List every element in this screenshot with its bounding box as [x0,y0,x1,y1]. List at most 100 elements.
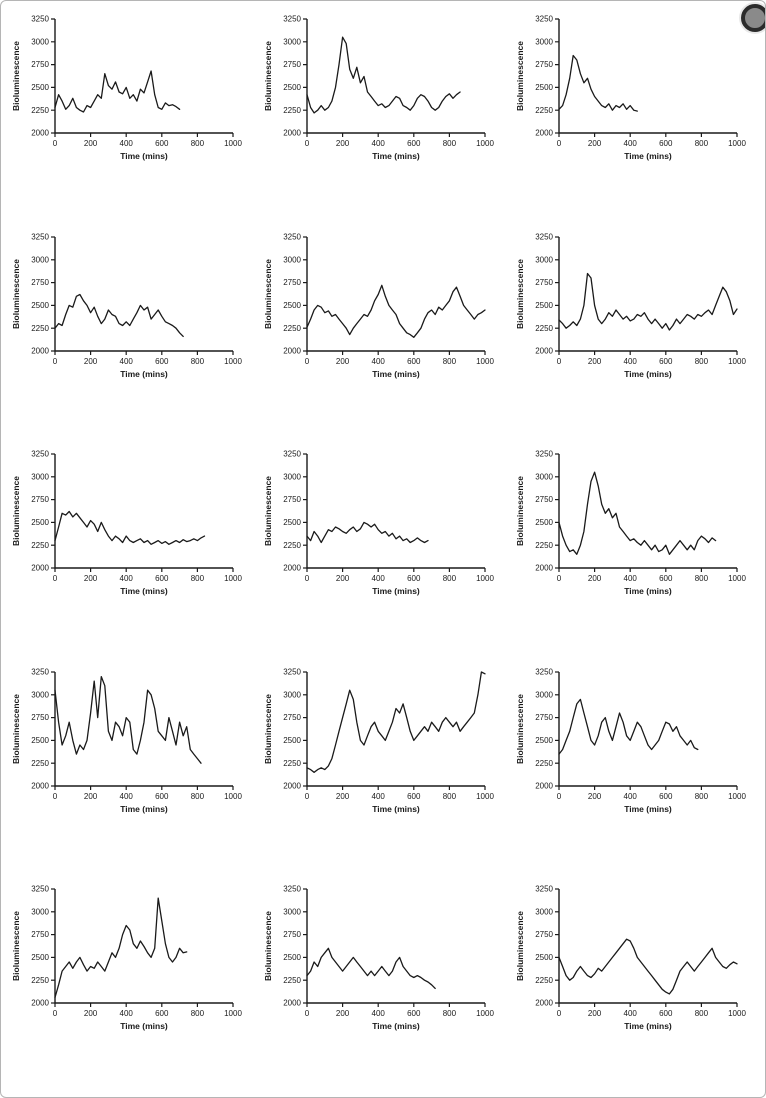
y-tick-label: 2250 [31,106,49,115]
x-tick-label: 200 [336,792,350,801]
y-tick-label: 3250 [31,667,49,676]
y-tick-label: 3000 [535,473,553,482]
axes [306,671,485,787]
x-tick-label: 400 [624,792,638,801]
x-tick-label: 200 [588,792,602,801]
x-tick-label: 1000 [728,357,746,366]
x-tick-label: 600 [155,139,169,148]
line-chart: 2000 2250 2500 2750 3000 3250 0 200 400 600 800 100… [11,15,242,161]
y-tick-label: 3000 [31,908,49,917]
y-tick-label: 2500 [31,301,49,310]
y-tick-label: 2250 [535,759,553,768]
y-tick-label: 2500 [283,953,301,962]
charts-grid: 2000 2250 2500 2750 3000 3250 0 200 400 600 800 100… [5,5,761,1093]
x-tick-label: 400 [372,139,386,148]
line-chart: 2000 2250 2500 2750 3000 3250 0 200 400 600 800 100… [515,232,746,378]
x-axis-title: Time (mins) [372,804,420,814]
data-series [54,511,206,546]
y-tick-label: 3250 [283,15,301,24]
y-tick-label: 2500 [535,736,553,745]
y-tick-label: 2250 [283,759,301,768]
y-tick-label: 2750 [283,278,301,287]
line-chart: 2000 2250 2500 2750 3000 3250 0 200 400 600 800 100… [11,232,242,378]
zoom-cursor-icon [741,4,765,32]
y-tick-label: 2500 [535,83,553,92]
x-tick-label: 800 [191,792,205,801]
y-tick-label: 3000 [31,255,49,264]
x-tick-label: 600 [407,139,421,148]
axes [558,454,737,569]
y-tick-label: 3250 [535,15,553,24]
y-tick-label: 2250 [535,106,553,115]
line-chart: 2000 2250 2500 2750 3000 3250 0 200 400 600 800 100… [263,667,494,814]
x-axis-title: Time (mins) [120,151,168,161]
x-tick-label: 600 [659,357,673,366]
y-tick-label: 2750 [31,713,49,722]
chart-panel: 2000 2250 2500 2750 3000 3250 0 200 400 600 800 100… [257,875,509,1093]
y-tick-label: 2000 [535,781,553,790]
y-tick-label: 2000 [535,999,553,1008]
y-tick-label: 2500 [31,736,49,745]
data-series [558,272,738,331]
y-tick-label: 3000 [31,473,49,482]
axes [54,671,233,787]
x-axis-title: Time (mins) [120,1021,168,1031]
y-tick-label: 3250 [283,885,301,894]
x-tick-label: 600 [155,357,169,366]
y-tick-label: 2000 [283,999,301,1008]
y-tick-label: 2750 [283,495,301,504]
line-chart: 2000 2250 2500 2750 3000 3250 0 200 400 600 800 100… [263,885,494,1031]
x-axis-title: Time (mins) [372,586,420,596]
x-tick-label: 200 [588,139,602,148]
y-tick-label: 3000 [31,690,49,699]
y-tick-label: 2000 [31,999,49,1008]
x-tick-label: 400 [120,574,134,583]
x-tick-label: 0 [305,357,310,366]
x-tick-label: 600 [659,792,673,801]
x-tick-label: 1000 [476,139,494,148]
x-tick-label: 0 [53,139,58,148]
x-tick-label: 1000 [224,574,242,583]
y-tick-label: 3000 [283,908,301,917]
y-tick-label: 2000 [31,781,49,790]
x-tick-label: 800 [695,357,709,366]
x-tick-label: 200 [84,792,98,801]
line-chart: 2000 2250 2500 2750 3000 3250 0 200 400 600 800 100… [515,450,746,596]
x-axis-title: Time (mins) [120,804,168,814]
chart-panel: 2000 2250 2500 2750 3000 3250 0 200 400 600 800 100… [257,440,509,658]
y-tick-label: 2750 [535,60,553,69]
x-axis-title: Time (mins) [624,804,672,814]
x-axis-title: Time (mins) [624,586,672,596]
y-tick-label: 2000 [283,129,301,138]
y-axis-title: Bioluminescence [11,694,21,764]
y-axis-title: Bioluminescence [515,476,525,546]
x-tick-label: 0 [53,1009,58,1018]
y-axis-title: Bioluminescence [515,258,525,328]
y-tick-label: 2250 [31,541,49,550]
y-tick-label: 2000 [31,129,49,138]
x-tick-label: 600 [659,139,673,148]
x-tick-label: 800 [191,1009,205,1018]
y-tick-label: 2000 [283,564,301,573]
y-tick-label: 2250 [283,541,301,550]
line-chart: 2000 2250 2500 2750 3000 3250 0 200 400 600 800 100… [263,450,494,596]
x-axis-title: Time (mins) [372,151,420,161]
y-tick-label: 2750 [31,495,49,504]
x-tick-label: 800 [695,139,709,148]
y-tick-label: 3000 [283,690,301,699]
chart-panel: 2000 2250 2500 2750 3000 3250 0 200 400 600 800 100… [509,223,761,441]
x-tick-label: 400 [624,1009,638,1018]
data-series [54,293,184,337]
axes [54,19,233,134]
x-axis-title: Time (mins) [624,151,672,161]
y-tick-label: 3250 [31,232,49,241]
x-tick-label: 800 [695,792,709,801]
axes [558,671,737,787]
y-tick-label: 2500 [535,301,553,310]
x-tick-label: 200 [588,357,602,366]
y-tick-label: 3250 [283,232,301,241]
y-tick-label: 2250 [283,323,301,332]
y-tick-label: 2500 [535,953,553,962]
x-tick-label: 400 [372,357,386,366]
y-tick-label: 2750 [283,60,301,69]
